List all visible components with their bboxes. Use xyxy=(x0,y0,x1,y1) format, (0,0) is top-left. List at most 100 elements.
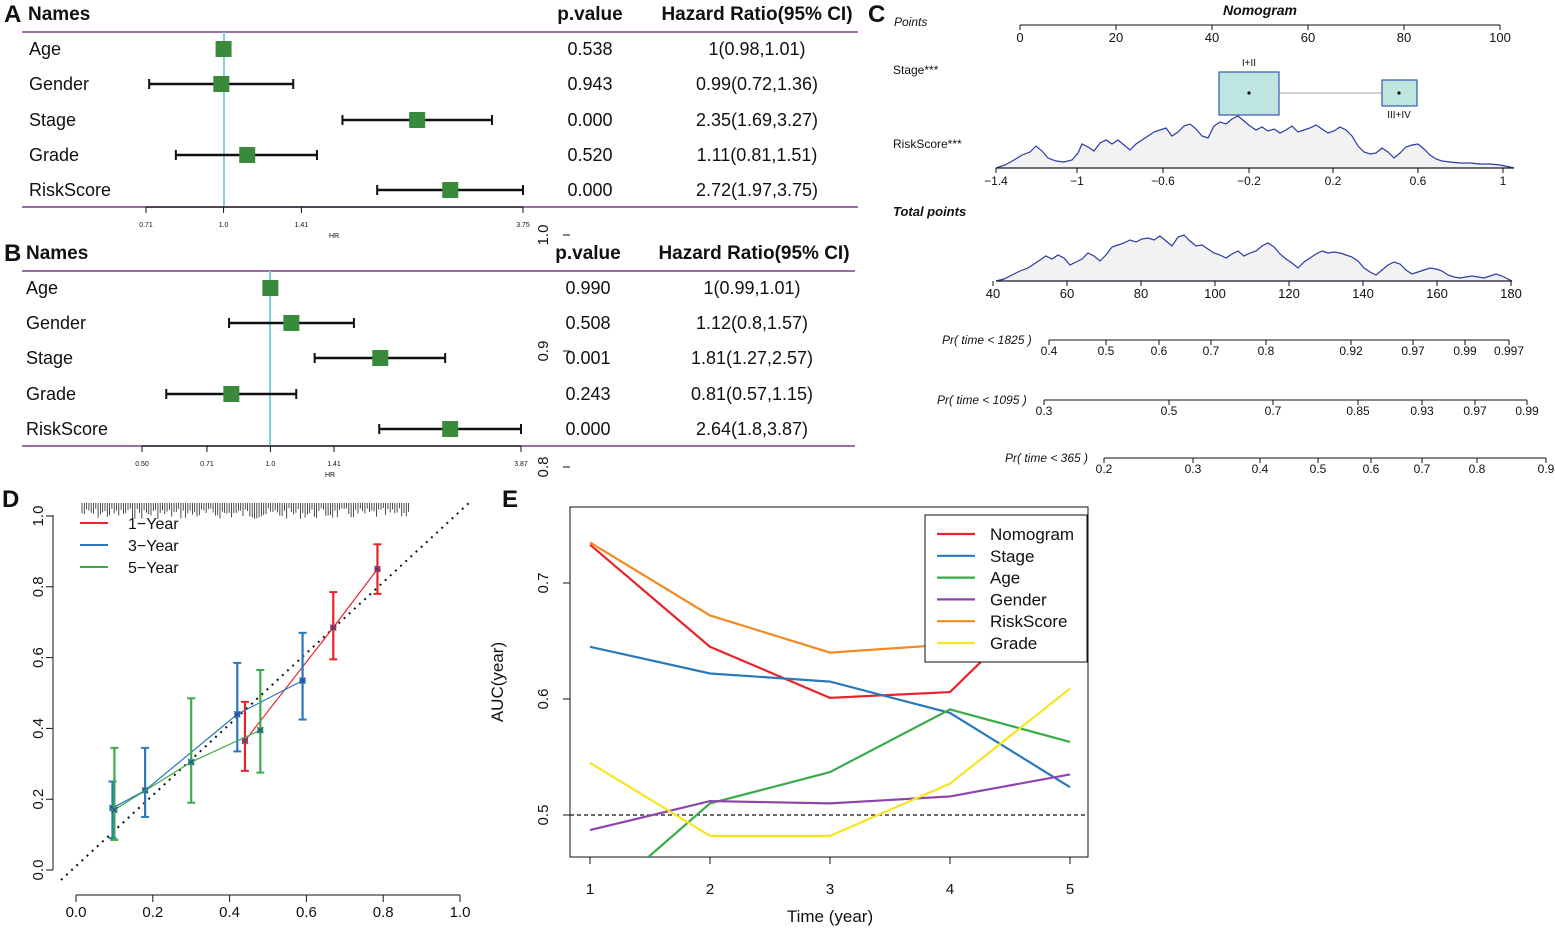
calibration-3-year-line xyxy=(112,680,303,809)
auc-y-tick-label: 0.7 xyxy=(535,573,552,594)
auc-line-gender xyxy=(589,773,1071,832)
riskscore-scale-label: RiskScore*** xyxy=(893,137,962,151)
calibration-ideal-line xyxy=(60,501,471,881)
calibration-y-tick-label: 0.0 xyxy=(30,860,47,881)
panel-b-row-pvalue-riskscore: 0.000 xyxy=(565,419,610,439)
panel-a-header-pvalue: p.value xyxy=(557,4,622,25)
panel-a-header-names: Names xyxy=(28,4,90,25)
panel-b-row-pvalue-age: 0.990 xyxy=(565,278,610,298)
panel-b-row-pvalue-grade: 0.243 xyxy=(565,384,610,404)
calibration-5-year-cross-marker xyxy=(256,726,264,734)
panel-b-row-name-gender: Gender xyxy=(26,313,86,333)
probability-scale-tick-label: 0.6 xyxy=(1151,344,1168,358)
nomogram-title: Nomogram xyxy=(1223,2,1297,18)
stage-category-iii-iv: III+IV xyxy=(1387,110,1411,121)
stage-scale-label: Stage*** xyxy=(893,63,939,77)
probability-scale-label-3: Pr( time < 365 ) xyxy=(1005,451,1088,465)
total-points-density-curve xyxy=(995,234,1513,282)
panel-a-header-hr: Hazard Ratio(95% CI) xyxy=(661,4,852,25)
probability-scale-label-1: Pr( time < 1825 ) xyxy=(942,333,1032,347)
auc-legend-label-age: Age xyxy=(990,569,1020,588)
auc-y-tick-label: 0.6 xyxy=(535,689,552,710)
calibration-y-tick-label: 0.6 xyxy=(30,647,47,668)
panel-b-hr-marker-grade xyxy=(223,386,240,402)
riskscore-density-curve xyxy=(995,115,1515,169)
panel-label-b: B xyxy=(4,240,21,267)
total-points-scale-tick-label: 80 xyxy=(1134,286,1148,301)
stage-box-iii-iv-dot xyxy=(1397,91,1401,95)
riskscore-scale-tick-label: −0.6 xyxy=(1151,174,1175,188)
panel-a-row-pvalue-gender: 0.943 xyxy=(567,74,612,94)
probability-scale-tick-label: 0.9 xyxy=(1538,462,1555,476)
probability-scale-tick-label: 0.5 xyxy=(1161,404,1178,418)
panel-label-a: A xyxy=(4,1,21,28)
probability-scale-tick-label: 0.97 xyxy=(1463,404,1487,418)
riskscore-scale-tick-label: −1.4 xyxy=(984,174,1008,188)
probability-scale-tick-label: 0.99 xyxy=(1453,344,1477,358)
panel-a-row-name-grade: Grade xyxy=(29,145,79,165)
points-scale-label: Points xyxy=(894,15,927,29)
panel-b-ticks: 0.50 0.71 1.0 1.41 3.87 xyxy=(135,446,528,468)
panel-a-tick-label: 0.71 xyxy=(139,222,153,229)
probability-scale-tick-label: 0.8 xyxy=(1258,344,1275,358)
points-scale-tick-label: 80 xyxy=(1397,30,1411,45)
probability-scale-tick-label: 0.7 xyxy=(1265,404,1282,418)
calibration-x-tick-label: 0.2 xyxy=(142,904,163,921)
calibration-x-tick-label: 0.8 xyxy=(373,904,394,921)
panel-b-rows: Age 0.990 1(0.99,1.01) Gender 0.508 1.12(0.8,… xyxy=(26,278,813,439)
probability-scale-tick-label: 0.7 xyxy=(1203,344,1220,358)
panel-b-row-ci-riskscore: 2.64(1.8,3.87) xyxy=(696,419,808,439)
probability-scale-tick-label: 0.4 xyxy=(1252,462,1269,476)
panel-a-tick-label: 1.0 xyxy=(219,222,229,229)
panel-b-row-pvalue-stage: 0.001 xyxy=(565,348,610,368)
panel-label-e: E xyxy=(502,486,518,513)
panel-b-row-ci-gender: 1.12(0.8,1.57) xyxy=(696,313,808,333)
points-scale-tick-label: 100 xyxy=(1489,30,1511,45)
riskscore-scale-tick-label: 0.6 xyxy=(1410,174,1427,188)
panel-b-tick-label: 0.50 xyxy=(135,461,149,468)
calibration-3-year-cross-marker xyxy=(299,677,306,685)
auc-x-label: Time (year) xyxy=(787,907,873,926)
auc-legend-label-stage: Stage xyxy=(990,547,1034,566)
auc-ticks: 1 2 3 4 5 0.5 0.6 0.7 0.8 0.9 1.0 xyxy=(535,225,1074,898)
points-scale-tick-label: 40 xyxy=(1205,30,1219,45)
total-points-scale-tick-label: 120 xyxy=(1278,286,1300,301)
panel-b-tick-label: 3.87 xyxy=(514,461,528,468)
panel-a-row-name-age: Age xyxy=(29,39,61,59)
auc-x-tick-label: 3 xyxy=(826,881,834,898)
panel-c-nomogram: C Nomogram Points 0 20 40 60 80 100 Stage*** … xyxy=(868,1,1555,476)
auc-y-tick-label: 1.0 xyxy=(535,225,552,246)
panel-b-tick-label: 0.71 xyxy=(200,461,214,468)
calibration-y-tick-label: 0.4 xyxy=(30,718,47,739)
auc-legend-label-grade: Grade xyxy=(990,634,1037,653)
auc-legend-label-gender: Gender xyxy=(990,590,1047,609)
auc-x-tick-label: 1 xyxy=(586,881,594,898)
panel-b-header-pvalue: p.value xyxy=(555,243,620,264)
points-scale-ticks: 0 20 40 60 80 100 xyxy=(1016,25,1511,45)
probability-scale-tick-label: 0.99 xyxy=(1515,404,1539,418)
panel-a-hr-marker-grade xyxy=(239,147,256,163)
panel-a-row-pvalue-grade: 0.520 xyxy=(567,145,612,165)
panel-b-tick-label: 1.0 xyxy=(266,461,276,468)
panel-a-row-pvalue-age: 0.538 xyxy=(567,39,612,59)
panel-a-hr-marker-stage xyxy=(409,112,426,128)
probability-scale-tick-label: 0.8 xyxy=(1469,462,1486,476)
probability-scale-tick-label: 0.92 xyxy=(1339,344,1363,358)
probability-scale-tick-label: 0.2 xyxy=(1096,462,1113,476)
calibration-ticks: 0.0 0.2 0.4 0.6 0.8 1.0 0.0 0.2 0.4 0.6 0.8 1.0 xyxy=(30,506,470,921)
auc-legend-label-riskscore: RiskScore xyxy=(990,612,1067,631)
panel-a-row-ci-riskscore: 2.72(1.97,3.75) xyxy=(696,180,818,200)
auc-legend-label-nomogram: Nomogram xyxy=(990,525,1074,544)
auc-x-tick-label: 2 xyxy=(706,881,714,898)
panel-a-forest-plot: A Names p.value Hazard Ratio(95% CI) Age… xyxy=(4,1,858,240)
calibration-x-tick-label: 0.4 xyxy=(219,904,240,921)
probability-scale-tick-label: 0.93 xyxy=(1410,404,1434,418)
panel-a-hr-marker-riskscore xyxy=(442,182,459,198)
panel-b-header-names: Names xyxy=(26,243,88,264)
riskscore-scale-tick-label: −0.2 xyxy=(1237,174,1261,188)
panel-b-axis-label: HR xyxy=(325,472,335,479)
panel-label-c: C xyxy=(868,1,885,28)
panel-b-hr-marker-gender xyxy=(283,315,300,331)
calibration-y-tick-label: 1.0 xyxy=(30,506,47,527)
